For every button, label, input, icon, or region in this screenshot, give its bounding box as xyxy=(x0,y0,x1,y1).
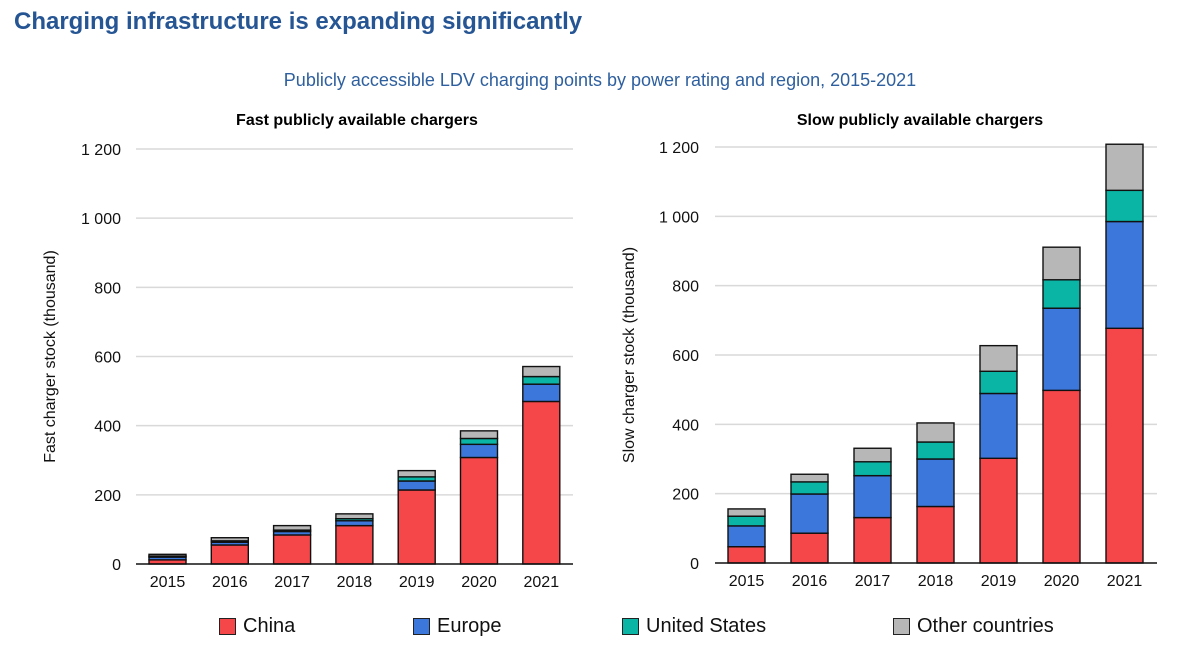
fast-bar-china-2016 xyxy=(210,544,250,565)
slow-bar-europe-2020 xyxy=(1042,307,1081,392)
legend-label: Europe xyxy=(437,615,502,637)
slow-y-tick-label: 1 000 xyxy=(659,209,699,226)
fast-y-tick-label: 400 xyxy=(94,419,121,436)
fast-x-tick-label: 2015 xyxy=(150,574,186,591)
fast-bar-china-2018 xyxy=(335,524,374,565)
slow-x-tick-label: 2019 xyxy=(981,573,1017,590)
slow-y-tick-label: 400 xyxy=(672,417,699,434)
slow-bar-other-countries-2020 xyxy=(1042,246,1081,281)
fast-bar-united-states-2021 xyxy=(522,375,561,385)
fast-bar-other-countries-2019 xyxy=(397,469,436,478)
slow-bar-europe-2015 xyxy=(727,525,766,548)
slow-bar-united-states-2020 xyxy=(1042,279,1081,309)
slow-y-tick-label: 0 xyxy=(690,556,699,573)
legend-label: United States xyxy=(646,615,767,637)
slow-chart-title: Slow publicly available chargers xyxy=(797,112,1043,129)
slow-bar-united-states-2021 xyxy=(1105,189,1144,223)
fast-y-axis-label: Fast charger stock (thousand) xyxy=(42,250,59,463)
slow-bar-europe-2021 xyxy=(1105,220,1144,330)
slow-bar-united-states-2017 xyxy=(853,461,892,477)
slow-bar-other-countries-2016 xyxy=(790,473,829,483)
fast-bar-other-countries-2016 xyxy=(210,537,250,542)
fast-bar-china-2017 xyxy=(272,534,312,565)
slow-bar-other-countries-2021 xyxy=(1105,143,1144,192)
fast-chart-title: Fast publicly available chargers xyxy=(236,112,478,129)
fast-bar-other-countries-2021 xyxy=(522,365,561,378)
fast-bar-other-countries-2018 xyxy=(335,513,374,520)
slow-x-tick-label: 2018 xyxy=(918,573,954,590)
legend-label: China xyxy=(243,615,296,637)
legend-item-europe: Europe xyxy=(413,615,502,638)
fast-y-tick-label: 1 000 xyxy=(81,211,121,228)
fast-x-tick-label: 2017 xyxy=(274,574,310,591)
legend-swatch-united-states xyxy=(622,618,639,635)
fast-x-tick-label: 2019 xyxy=(399,574,435,591)
fast-bar-europe-2020 xyxy=(459,443,499,459)
fast-bar-europe-2018 xyxy=(335,520,374,527)
slow-bar-china-2017 xyxy=(853,516,892,564)
fast-y-tick-label: 600 xyxy=(94,350,121,367)
slow-bar-china-2020 xyxy=(1042,389,1081,564)
fast-bar-china-2019 xyxy=(397,489,436,565)
fast-bar-other-countries-2015 xyxy=(148,553,187,557)
slow-bar-china-2021 xyxy=(1105,327,1144,564)
legend-item-united-states: United States xyxy=(622,615,766,638)
slow-y-tick-label: 600 xyxy=(672,348,699,365)
slow-bar-other-countries-2017 xyxy=(853,447,892,463)
slow-x-tick-label: 2021 xyxy=(1107,573,1143,590)
fast-bar-europe-2019 xyxy=(397,480,436,491)
slow-bar-china-2016 xyxy=(790,532,829,564)
fast-x-tick-label: 2020 xyxy=(461,574,497,591)
fast-x-tick-label: 2021 xyxy=(524,574,560,591)
slow-y-tick-label: 1 200 xyxy=(659,140,699,157)
fast-x-tick-label: 2016 xyxy=(212,574,248,591)
fast-bar-china-2020 xyxy=(459,456,499,565)
slow-bar-other-countries-2018 xyxy=(916,422,955,443)
slow-y-tick-label: 200 xyxy=(672,487,699,504)
slow-bar-united-states-2018 xyxy=(916,441,955,460)
slow-y-axis-label: Slow charger stock (thousand) xyxy=(621,247,638,463)
slow-x-tick-label: 2020 xyxy=(1044,573,1080,590)
fast-bar-europe-2021 xyxy=(522,383,561,403)
fast-y-tick-label: 800 xyxy=(94,280,121,297)
slow-bar-europe-2018 xyxy=(916,458,955,508)
slow-bar-other-countries-2019 xyxy=(979,344,1018,372)
fast-x-tick-label: 2018 xyxy=(337,574,373,591)
fast-y-tick-label: 0 xyxy=(112,557,121,574)
slow-bar-other-countries-2015 xyxy=(727,508,766,517)
slow-y-tick-label: 800 xyxy=(672,279,699,296)
fast-bar-china-2021 xyxy=(522,400,561,565)
slow-bar-china-2019 xyxy=(979,457,1018,564)
legend-swatch-other-countries xyxy=(893,618,910,635)
fast-y-tick-label: 1 200 xyxy=(81,142,121,159)
slow-bar-europe-2019 xyxy=(979,392,1018,460)
legend: China Europe United States Other countri… xyxy=(0,615,1188,643)
fast-bar-other-countries-2017 xyxy=(272,524,312,531)
chart-subtitle: Publicly accessible LDV charging points … xyxy=(283,70,917,90)
fast-y-tick-label: 200 xyxy=(94,488,121,505)
fast-bar-other-countries-2020 xyxy=(459,430,499,440)
slow-x-tick-label: 2017 xyxy=(855,573,891,590)
slow-x-tick-label: 2015 xyxy=(729,573,765,590)
slow-bar-china-2018 xyxy=(916,505,955,564)
legend-item-china: China xyxy=(219,615,295,638)
slow-bar-europe-2017 xyxy=(853,474,892,519)
legend-item-other-countries: Other countries xyxy=(893,615,1054,638)
slow-bar-china-2015 xyxy=(727,546,766,564)
slow-bar-europe-2016 xyxy=(790,493,829,534)
legend-label: Other countries xyxy=(917,615,1054,637)
page-title: Charging infrastructure is expanding sig… xyxy=(14,8,583,35)
slow-bar-united-states-2015 xyxy=(727,515,766,527)
slow-bar-united-states-2019 xyxy=(979,370,1018,395)
fast-bar-united-states-2020 xyxy=(459,437,499,446)
legend-swatch-europe xyxy=(413,618,430,635)
slow-x-tick-label: 2016 xyxy=(792,573,828,590)
legend-swatch-china xyxy=(219,618,236,635)
slow-bar-united-states-2016 xyxy=(790,481,829,495)
